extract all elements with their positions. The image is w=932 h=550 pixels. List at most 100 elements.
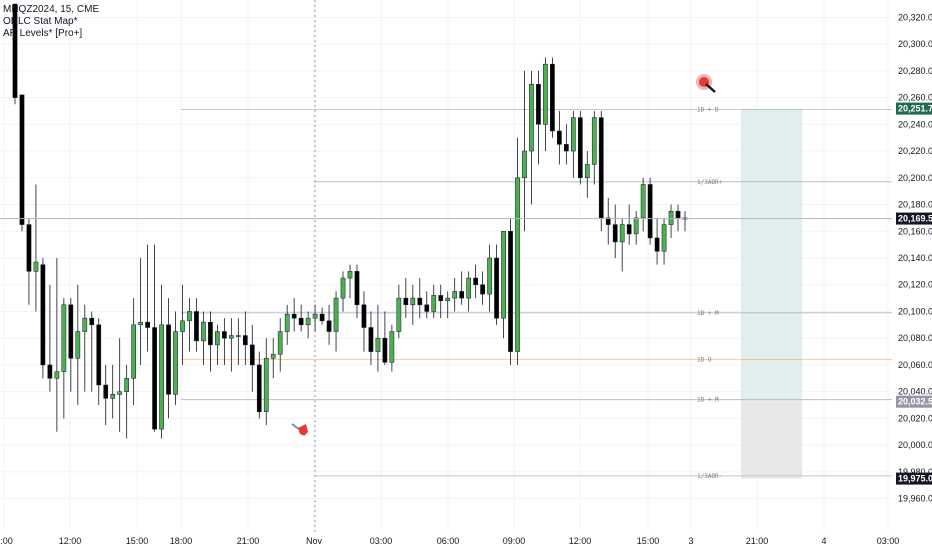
candle-body (40, 264, 46, 366)
candle (145, 244, 150, 352)
price-axis[interactable]: 20,320.0020,300.0020,280.0020,260.0020,2… (898, 12, 932, 503)
candle (640, 177, 646, 232)
candle (256, 351, 262, 419)
candle (591, 110, 597, 185)
candle (584, 151, 590, 198)
candle (564, 124, 569, 165)
y-tick-label: 20,300.00 (898, 39, 932, 49)
x-tick-label: 4 (821, 536, 826, 546)
candle (577, 110, 583, 185)
y-tick-label: 20,320.00 (898, 12, 932, 22)
candle (570, 110, 576, 178)
candle-body (222, 331, 227, 339)
y-tick-label: 20,040.00 (898, 387, 932, 397)
y-tick-label: 20,020.00 (898, 413, 932, 423)
time-axis[interactable]: 9:00 12:00 15:00 18:00 21:00 Nov 03:00 06:00 09:… (0, 536, 899, 546)
candle-body (131, 324, 136, 379)
y-tick-label: 20,140.00 (898, 253, 932, 263)
candle (529, 70, 534, 205)
candle (431, 284, 437, 319)
x-tick-label: 09:00 (503, 536, 526, 546)
candle-body (270, 354, 276, 359)
candle (222, 318, 227, 365)
candle-body (487, 257, 492, 295)
candle (194, 298, 199, 352)
candle-body (347, 271, 353, 279)
current-price-tag: 20,169.50 (898, 214, 932, 224)
candle-body (12, 3, 18, 98)
candle-body (570, 117, 576, 152)
candle (124, 364, 130, 439)
candle (312, 304, 318, 332)
y-tick-label: 20,260.00 (898, 93, 932, 103)
symbol-title[interactable]: MNQZ2024, 15, CME (3, 4, 100, 15)
candle (40, 258, 46, 379)
x-tick-label: 21:00 (746, 536, 769, 546)
candle (12, 3, 18, 105)
candle (396, 284, 402, 339)
candle (33, 184, 39, 312)
level-label: 1D + M (697, 310, 719, 317)
target-zone (741, 108, 802, 402)
candle (305, 311, 311, 339)
candle (89, 311, 95, 392)
candle-body (424, 304, 430, 312)
candle (298, 304, 304, 332)
x-tick-label: 12:00 (569, 536, 592, 546)
x-tick-label: 15:00 (637, 536, 660, 546)
candle-body (82, 317, 88, 332)
candle (633, 211, 639, 245)
candle-body (494, 257, 499, 319)
candle (626, 204, 632, 245)
pin-icon[interactable] (291, 423, 308, 436)
candle-body (96, 324, 102, 386)
candle (494, 244, 499, 325)
candle-body (194, 311, 199, 342)
candle-body (396, 297, 402, 332)
x-tick-label: 9:00 (0, 536, 13, 546)
candle (68, 298, 74, 392)
candle-body (382, 337, 388, 363)
candles (12, 3, 688, 439)
candle-body (159, 324, 164, 430)
candle (208, 311, 213, 372)
level-label: 1/3ADR+ (697, 179, 723, 186)
candle-body (117, 391, 123, 395)
candle (682, 211, 688, 232)
candle-body (291, 313, 297, 319)
stop-price-tag-bg (896, 395, 932, 408)
alert-marker-icon[interactable] (696, 74, 716, 93)
x-tick-label: 3 (688, 536, 693, 546)
candle-body (612, 224, 618, 243)
candle-body (584, 164, 590, 179)
candle-body (515, 177, 520, 352)
candle (403, 278, 409, 319)
candle (675, 204, 681, 232)
low-price-tag: 19,975.00 (898, 474, 932, 484)
y-tick-label: 20,000.00 (898, 440, 932, 450)
candle-body (626, 224, 632, 235)
level-lines: 1D + D 1/3ADR+ 1D + M 1D O 1D + M 1/3ADR- (181, 107, 892, 480)
candle (480, 271, 485, 305)
indicator-ohlc-stat-map[interactable]: OHLC Stat Map* (3, 16, 78, 27)
x-tick-label: 15:00 (126, 536, 149, 546)
candle-body (312, 313, 318, 319)
candle (340, 271, 346, 312)
candle (215, 324, 220, 365)
candle-body (89, 317, 95, 326)
candle (180, 284, 185, 365)
candle-body (68, 304, 74, 359)
indicator-ar-levels[interactable]: AR Levels* [Pro+] (3, 28, 83, 39)
candle (522, 70, 527, 232)
candle-body (605, 217, 611, 225)
candle (201, 311, 206, 365)
candle-body (501, 231, 506, 319)
candle (26, 217, 32, 305)
candle-body (452, 291, 458, 299)
candle-body (529, 83, 534, 152)
candle (96, 318, 102, 406)
candle-body (340, 277, 346, 299)
candle (445, 291, 451, 319)
candle (452, 278, 458, 312)
